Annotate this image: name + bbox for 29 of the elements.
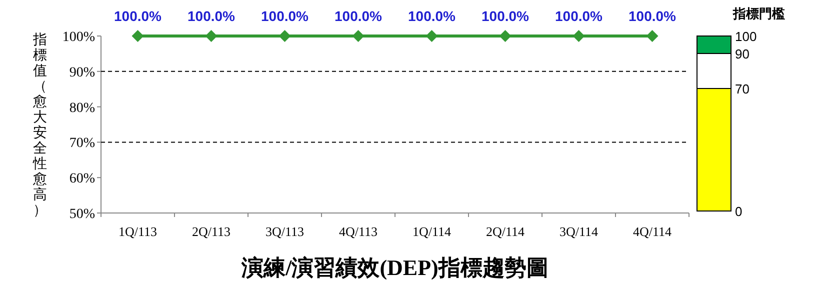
data-label: 100.0%: [114, 8, 162, 24]
x-tick-label: 3Q/113: [265, 224, 304, 239]
x-tick-label: 4Q/113: [338, 224, 378, 239]
x-tick-label: 3Q/114: [559, 224, 598, 239]
data-label: 100.0%: [408, 8, 456, 24]
data-label: 100.0%: [482, 8, 530, 24]
x-tick-label: 2Q/114: [486, 224, 525, 239]
data-label: 100.0%: [334, 8, 383, 24]
y-tick-label: 70: [735, 82, 750, 96]
y-tick-label: 100: [735, 29, 757, 44]
x-tick-label: 1Q/114: [412, 224, 452, 239]
y-tick-label: 0: [735, 204, 742, 219]
x-tick-label: 2Q/113: [192, 224, 231, 239]
y-tick-label: 90%: [69, 65, 96, 80]
y-tick-label: 100%: [62, 30, 96, 45]
text: 指標門檻: [732, 6, 785, 21]
data-label: 100.0%: [261, 8, 310, 24]
data-label: 100.0%: [628, 8, 677, 24]
text: 演練/演習績效(DEP)指標趨勢圖: [240, 255, 548, 280]
x-tick-label: 1Q/113: [118, 224, 158, 239]
y-tick-label: 80%: [69, 100, 96, 116]
text: 指標值（愈大安全性愈高）: [33, 33, 47, 218]
y-tick-label: 90: [735, 46, 750, 62]
data-label: 100.0%: [188, 8, 236, 24]
y-tick-label: 60%: [69, 172, 96, 187]
x-tick-label: 4Q/114: [632, 224, 672, 239]
y-tick-label: 50%: [69, 207, 96, 222]
data-label: 100.0%: [555, 8, 604, 24]
y-tick-label: 70%: [69, 136, 96, 152]
